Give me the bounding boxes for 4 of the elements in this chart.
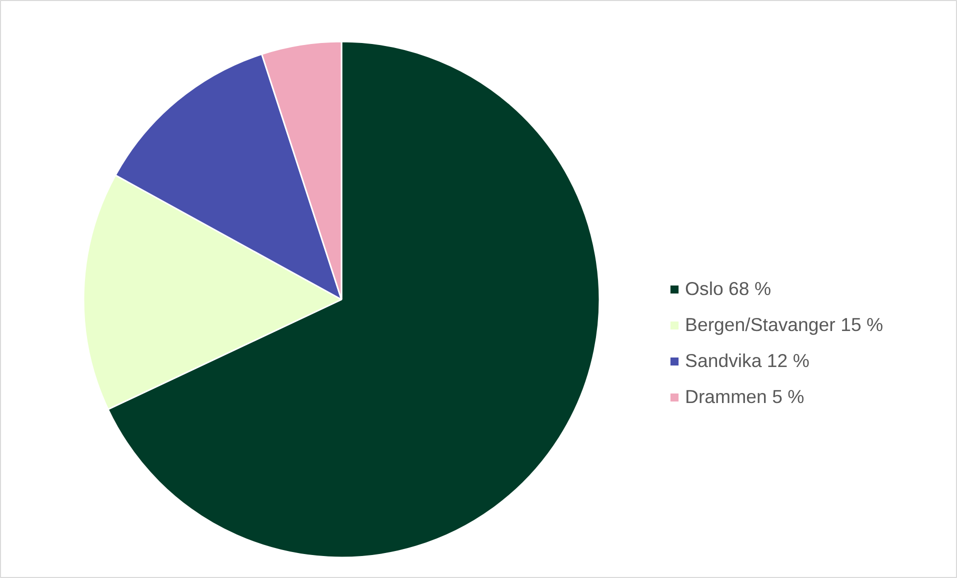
legend-label: Oslo 68 % [685,278,772,300]
legend-label: Drammen 5 % [685,386,804,408]
legend-label: Bergen/Stavanger 15 % [685,314,884,336]
legend-label: Sandvika 12 % [685,350,810,372]
